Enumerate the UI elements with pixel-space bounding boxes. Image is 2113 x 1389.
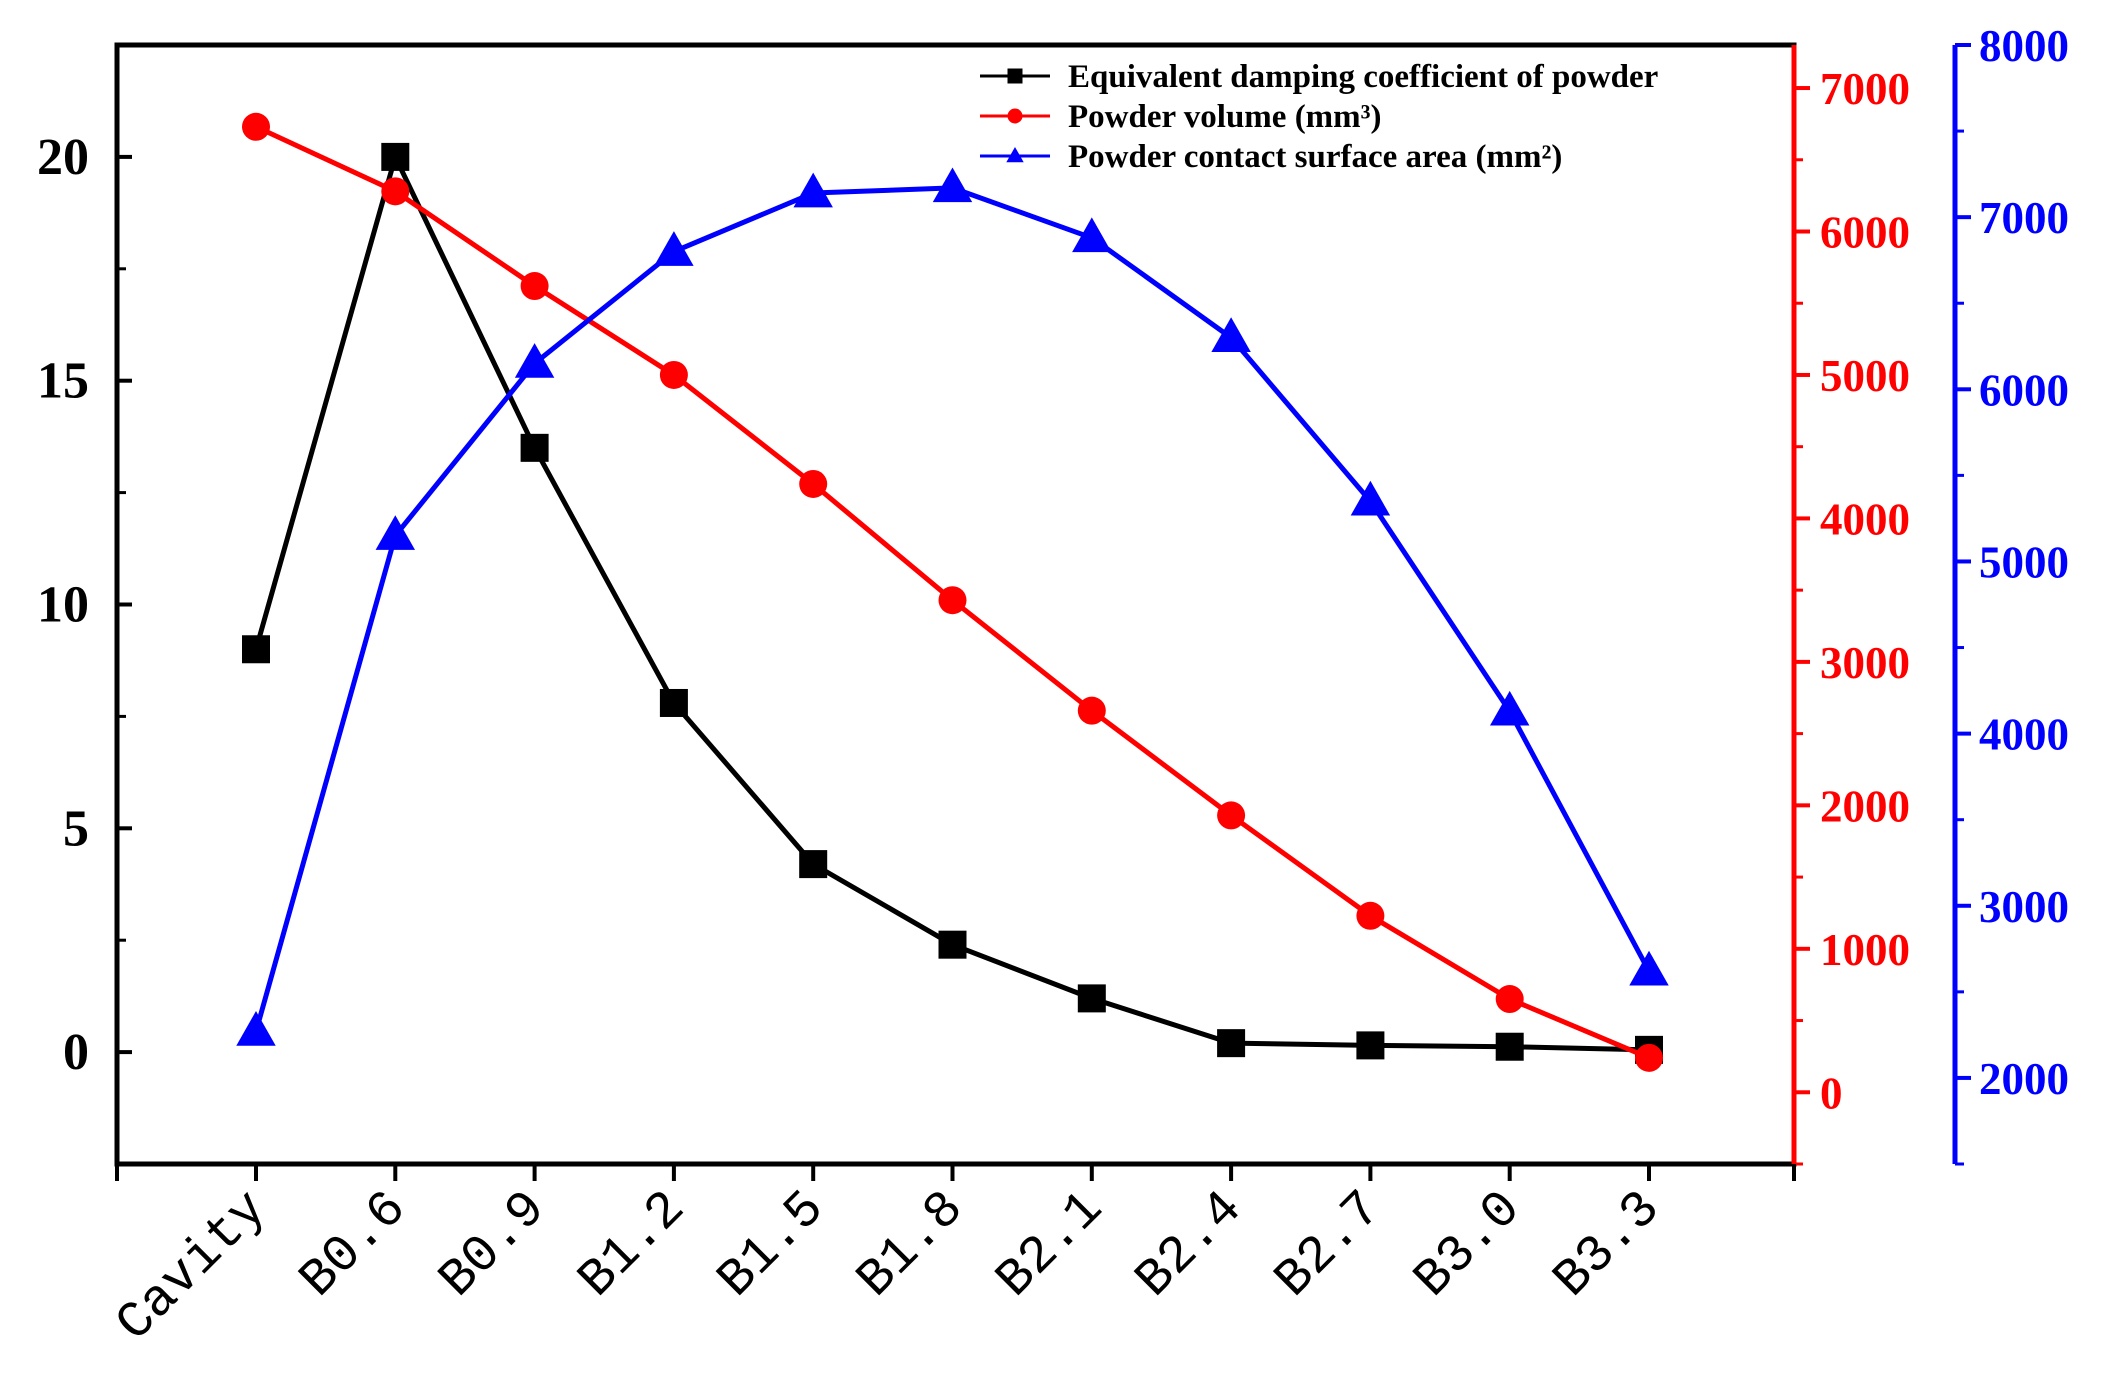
series-point bbox=[932, 167, 973, 203]
x-axis-ticks: Cavity B0.6 B0.9 B1.2 B1.5 B1.8 B2.1 B2.4 B2.7 B3… bbox=[105, 1164, 1796, 1354]
series-point bbox=[242, 112, 270, 141]
left-tick-label: 10 bbox=[37, 577, 89, 634]
x-tick-label: B2.1 bbox=[985, 1180, 1115, 1310]
x-tick-label: Cavity bbox=[105, 1180, 279, 1354]
right-tick-label: 2000 bbox=[1820, 781, 1910, 831]
legend-entry-label: Powder contact surface area (mm²) bbox=[1068, 139, 1562, 175]
right-tick-label: 0 bbox=[1820, 1068, 1843, 1118]
right-tick-label: 1000 bbox=[1820, 925, 1910, 975]
right2-tick-label: 8000 bbox=[1979, 21, 2069, 71]
left-tick-label: 5 bbox=[63, 800, 89, 857]
right-tick-label: 5000 bbox=[1820, 351, 1910, 401]
series-point bbox=[1077, 984, 1106, 1013]
series-point bbox=[1629, 950, 1669, 986]
x-tick-label: B1.8 bbox=[846, 1180, 976, 1310]
left-tick-label: 15 bbox=[37, 353, 89, 410]
right-axis-surface-area: 2000 3000 4000 5000 6000 7000 8000 bbox=[1952, 21, 2069, 1166]
x-tick-label: B3.0 bbox=[1403, 1180, 1533, 1310]
series-point bbox=[799, 469, 828, 498]
series-point bbox=[1356, 1031, 1385, 1060]
x-tick-label: B1.5 bbox=[707, 1180, 837, 1310]
series-point bbox=[1350, 480, 1391, 516]
series-point bbox=[381, 177, 410, 206]
series-point bbox=[1489, 690, 1530, 726]
series-point bbox=[514, 343, 555, 378]
series-point bbox=[520, 433, 549, 462]
series-point bbox=[1211, 317, 1251, 352]
series-3 bbox=[236, 167, 1669, 1046]
right-tick-label: 6000 bbox=[1820, 208, 1910, 258]
series-point bbox=[1077, 696, 1106, 725]
legend-entry-label: Equivalent damping coefficient of powder bbox=[1068, 59, 1658, 95]
right-tick-label: 4000 bbox=[1820, 494, 1910, 544]
series-point bbox=[938, 930, 967, 959]
series-point bbox=[659, 360, 688, 389]
left-axis-ticks: 0 5 10 15 20 bbox=[37, 129, 132, 1081]
series-point bbox=[1217, 1029, 1246, 1058]
series-point bbox=[1217, 801, 1246, 830]
series-point bbox=[375, 515, 416, 550]
series-point bbox=[799, 850, 828, 879]
legend-swatch-marker bbox=[1007, 108, 1023, 124]
series-point bbox=[236, 1011, 276, 1046]
x-tick-label: B2.4 bbox=[1124, 1180, 1254, 1310]
right2-tick-label: 2000 bbox=[1979, 1054, 2069, 1104]
series-point bbox=[938, 586, 967, 615]
legend-entry-label: Powder volume (mm³) bbox=[1068, 99, 1382, 135]
right-tick-label: 3000 bbox=[1820, 638, 1910, 688]
series-point bbox=[1495, 1032, 1524, 1061]
series-point bbox=[1635, 1043, 1663, 1072]
series-point bbox=[659, 688, 688, 717]
series-2 bbox=[242, 112, 1663, 1072]
series-point bbox=[793, 172, 833, 208]
series-point bbox=[654, 231, 694, 266]
legend-swatch-marker bbox=[1006, 147, 1024, 163]
series-point bbox=[1495, 985, 1524, 1014]
legend: Equivalent damping coefficient of powder… bbox=[980, 59, 1658, 175]
right2-tick-label: 6000 bbox=[1979, 365, 2069, 415]
series-point bbox=[381, 142, 410, 171]
x-tick-label: B2.7 bbox=[1264, 1180, 1394, 1310]
right2-tick-label: 5000 bbox=[1979, 537, 2069, 587]
right2-tick-label: 7000 bbox=[1979, 193, 2069, 243]
legend-swatch-marker bbox=[1007, 68, 1023, 84]
right2-tick-label: 4000 bbox=[1979, 710, 2069, 760]
series-point bbox=[1072, 217, 1112, 253]
x-tick-label: B0.9 bbox=[428, 1180, 558, 1310]
left-tick-label: 20 bbox=[37, 129, 89, 186]
series-point bbox=[242, 635, 270, 664]
x-tick-label: B0.6 bbox=[289, 1180, 419, 1310]
right-axis-volume: 0 1000 2000 3000 4000 5000 6000 7000 bbox=[1791, 45, 1910, 1166]
right2-tick-label: 3000 bbox=[1979, 882, 2069, 932]
right-tick-label: 7000 bbox=[1820, 64, 1910, 114]
series-layer bbox=[236, 112, 1669, 1072]
x-tick-label: B3.3 bbox=[1542, 1180, 1672, 1310]
series-point bbox=[520, 272, 549, 301]
left-tick-label: 0 bbox=[63, 1024, 89, 1081]
x-tick-label: B1.2 bbox=[567, 1180, 697, 1310]
series-point bbox=[1356, 901, 1385, 930]
